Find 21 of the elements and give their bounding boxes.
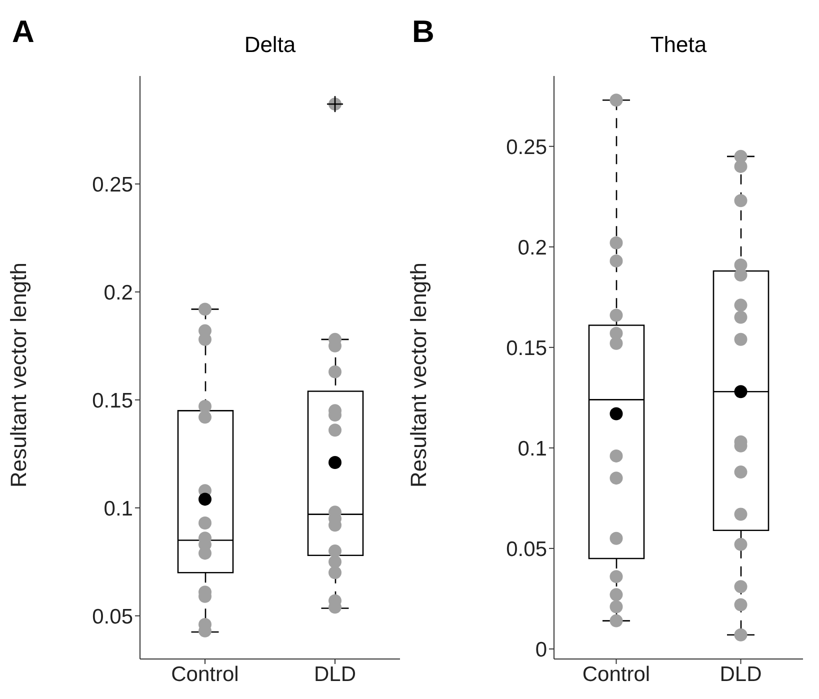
y-tick-label: 0.25 <box>506 136 547 159</box>
y-tick-label: 0.05 <box>92 605 133 628</box>
y-tick-label: 0.2 <box>104 281 133 304</box>
x-tick-label: DLD <box>720 662 762 686</box>
y-tick-label: 0.15 <box>506 336 547 360</box>
x-tick-label: Control <box>582 662 650 686</box>
y-tick-label: 0.1 <box>518 437 547 460</box>
y-axis-title: Resultant vector length <box>406 262 431 488</box>
y-tick-label: 0.25 <box>92 173 133 196</box>
text: A <box>12 14 34 50</box>
y-axis-title: Resultant vector length <box>6 262 31 488</box>
y-tick-label: 0.05 <box>506 538 547 561</box>
y-tick-label: 0.1 <box>104 497 133 520</box>
y-tick-label: 0 <box>535 638 547 662</box>
x-tick-label: Control <box>171 662 239 686</box>
text: B <box>412 14 434 50</box>
chart-title: Delta <box>243 32 297 58</box>
y-tick-label: 0.2 <box>518 236 547 260</box>
chart-title: Theta <box>649 32 708 58</box>
y-tick-label: 0.15 <box>92 389 133 412</box>
x-tick-label: DLD <box>314 662 356 686</box>
